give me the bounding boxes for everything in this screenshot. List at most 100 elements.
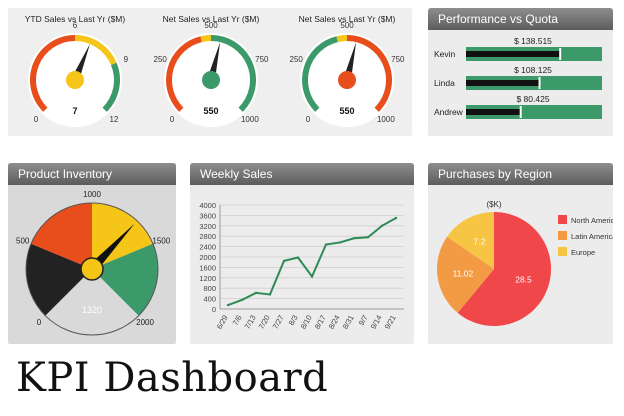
region-pie-chart: ($K) 28.5 11.02 7.2 North America Latin Ameri… — [437, 200, 613, 326]
performance-bullet-chart: $ 138.515 Kevin $ 108.125 Linda $ 80.425 Andr… — [434, 36, 602, 119]
gauge-tick-label: 0 — [306, 115, 311, 124]
weekly-sales-title: Weekly Sales — [190, 163, 414, 185]
weekly-y-tick-label: 3600 — [199, 211, 216, 220]
weekly-y-tick-label: 800 — [203, 284, 216, 293]
gauge-zone — [336, 35, 348, 43]
region-slice — [457, 212, 551, 326]
inventory-needle — [88, 223, 135, 273]
performance-row-kevin: $ 138.515 Kevin — [434, 36, 602, 61]
inventory-tick-label: 0 — [37, 318, 42, 327]
performance-row-andrew: $ 80.425 Andrew — [434, 94, 602, 119]
inventory-gauge: 0 500 1000 1500 2000 1320 — [16, 190, 171, 336]
performance-value-label: $ 138.515 — [514, 36, 552, 46]
performance-value-label: $ 80.425 — [516, 94, 549, 104]
inventory-value: 1320 — [82, 305, 102, 315]
gauge-tick-label: 750 — [255, 55, 269, 64]
weekly-y-tick-label: 1200 — [199, 274, 216, 283]
performance-actual-bar — [466, 109, 521, 115]
sales-gauges-panel: YTD Sales vs Last Yr ($M) 0 6 9 12 7 Net Sales… — [8, 8, 412, 136]
page-title: KPI Dashboard — [16, 355, 329, 401]
weekly-sales-line — [227, 217, 397, 307]
weekly-y-tick-label: 1600 — [199, 263, 216, 272]
performance-range-bar — [466, 105, 602, 119]
weekly-y-tick-label: 2000 — [199, 253, 216, 262]
gauge-hub — [202, 71, 220, 89]
gauge-zone — [210, 35, 256, 112]
weekly-x-tick-label: 7/6 — [231, 314, 244, 328]
gauge-tick-label: 750 — [391, 55, 405, 64]
gauge-zone — [74, 35, 117, 66]
performance-row-linda: $ 108.125 Linda — [434, 65, 602, 90]
performance-actual-bar — [466, 80, 540, 86]
region-legend-label: Europe — [571, 248, 595, 257]
gauge-value: 550 — [203, 106, 218, 116]
gauge-zone — [346, 35, 392, 112]
weekly-y-tick-label: 2800 — [199, 232, 216, 241]
inventory-title: Product Inventory — [8, 163, 176, 185]
inventory-zone — [92, 243, 158, 316]
weekly-sales-panel: Weekly Sales 0 400 800 1200 1600 2000 2400 2800… — [190, 163, 414, 344]
region-slice-label: 7.2 — [473, 236, 485, 246]
weekly-y-tick-label: 400 — [203, 295, 216, 304]
gauge-tick-label: 1000 — [377, 115, 395, 124]
gauge-zone — [30, 35, 76, 112]
performance-name: Kevin — [434, 49, 456, 59]
gauge-value: 7 — [72, 106, 77, 116]
gauge-title: Net Sales vs Last Yr ($M) — [163, 14, 260, 24]
inventory-dial-rim — [25, 202, 159, 336]
weekly-sales-point — [310, 275, 314, 278]
gauge-tick-label: 12 — [109, 115, 118, 124]
weekly-x-tick-label: 8/17 — [313, 314, 328, 331]
weekly-sales-point — [226, 303, 230, 307]
gauge-zone — [102, 62, 120, 112]
weekly-sales-point — [394, 216, 398, 220]
gauge-3: Net Sales vs Last Yr ($M) 0 250 500 750 1000 5… — [290, 14, 405, 127]
performance-marker — [538, 77, 541, 89]
performance-name: Linda — [434, 78, 455, 88]
weekly-x-tick-label: 7/27 — [271, 314, 286, 331]
weekly-sales-point — [268, 293, 272, 296]
gauge-zone — [166, 36, 202, 112]
region-slice — [437, 236, 494, 313]
gauge-tick-label: 0 — [170, 115, 175, 124]
performance-panel: Performance vs Quota $ 138.515 Kevin $ 108… — [428, 8, 613, 136]
gauge-zone — [302, 36, 338, 112]
performance-value-label: $ 108.125 — [514, 65, 552, 75]
region-panel: Purchases by Region ($K) 28.5 11.02 7.2 Nort… — [428, 163, 613, 344]
performance-marker — [559, 48, 562, 60]
region-slice — [447, 212, 494, 269]
inventory-tick-label: 1500 — [152, 236, 170, 245]
region-title: Purchases by Region — [428, 163, 613, 185]
gauge-hub — [338, 71, 356, 89]
gauge-title: Net Sales vs Last Yr ($M) — [299, 14, 396, 24]
inventory-zone — [25, 243, 92, 316]
weekly-x-tick-label: 8/24 — [327, 314, 342, 331]
gauge-tick-label: 250 — [290, 55, 304, 64]
region-legend-swatch — [558, 215, 567, 224]
inventory-zone — [31, 203, 93, 269]
gauge-tick-label: 500 — [204, 21, 218, 30]
weekly-x-tick-label: 9/7 — [357, 314, 370, 328]
gauge-tick-label: 250 — [154, 55, 168, 64]
gauge-tick-label: 0 — [34, 115, 39, 124]
weekly-sales-point — [254, 291, 258, 295]
weekly-x-tick-label: 9/14 — [369, 314, 384, 331]
weekly-x-tick-label: 8/10 — [299, 314, 314, 331]
weekly-sales-point — [324, 243, 328, 246]
weekly-sales-point — [352, 237, 356, 240]
inventory-tick-label: 500 — [16, 236, 30, 245]
performance-title: Performance vs Quota — [428, 8, 613, 30]
region-legend-swatch — [558, 247, 567, 256]
performance-marker — [519, 106, 522, 118]
weekly-y-tick-label: 3200 — [199, 222, 216, 231]
inventory-panel: Product Inventory 0 500 1000 1500 2000 1320 — [8, 163, 176, 344]
weekly-sales-point — [338, 241, 342, 244]
gauge-hub — [66, 71, 84, 89]
gauge-value: 550 — [339, 106, 354, 116]
weekly-x-tick-label: 8/31 — [341, 314, 356, 331]
weekly-x-tick-label: 7/13 — [243, 314, 258, 331]
region-legend-label: Latin America — [571, 232, 613, 241]
region-subtitle: ($K) — [486, 200, 501, 209]
weekly-x-tick-label: 6/29 — [215, 314, 230, 331]
